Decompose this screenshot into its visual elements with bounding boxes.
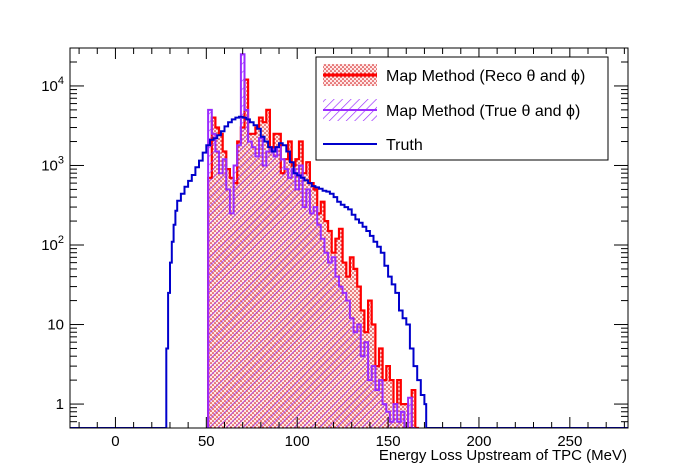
x-axis-title: Energy Loss Upstream of TPC (MeV) — [379, 447, 627, 464]
series-truth-line — [70, 115, 628, 428]
x-tick-label: 200 — [466, 433, 491, 450]
series-true-line — [206, 53, 416, 428]
legend-label-reco: Map Method (Reco θ and ϕ) — [386, 68, 585, 85]
legend-label-truth: Truth — [386, 137, 423, 154]
x-tick-label: 50 — [198, 433, 215, 450]
y-tick-label: 104 — [41, 75, 64, 95]
legend-label-true: Map Method (True θ and ϕ) — [386, 103, 580, 120]
y-tick-label: 103 — [41, 154, 64, 174]
x-tick-label: 100 — [285, 433, 310, 450]
series-true-fill — [206, 54, 416, 428]
x-tick-label: 0 — [111, 433, 119, 450]
x-axis-ticks: 0 50 100 150 200 250 — [78, 48, 625, 450]
y-axis-ticks: 1 10 102 103 104 — [41, 47, 628, 429]
y-tick-label: 1 — [56, 396, 64, 413]
legend: Map Method (Reco θ and ϕ) Map Method (Tr… — [315, 56, 609, 161]
y-tick-label: 10 — [47, 317, 64, 334]
plot-frame — [69, 47, 629, 429]
y-tick-label: 102 — [41, 234, 64, 254]
x-tick-label: 250 — [557, 433, 582, 450]
series-layer — [70, 53, 628, 428]
x-tick-label: 150 — [376, 433, 401, 450]
